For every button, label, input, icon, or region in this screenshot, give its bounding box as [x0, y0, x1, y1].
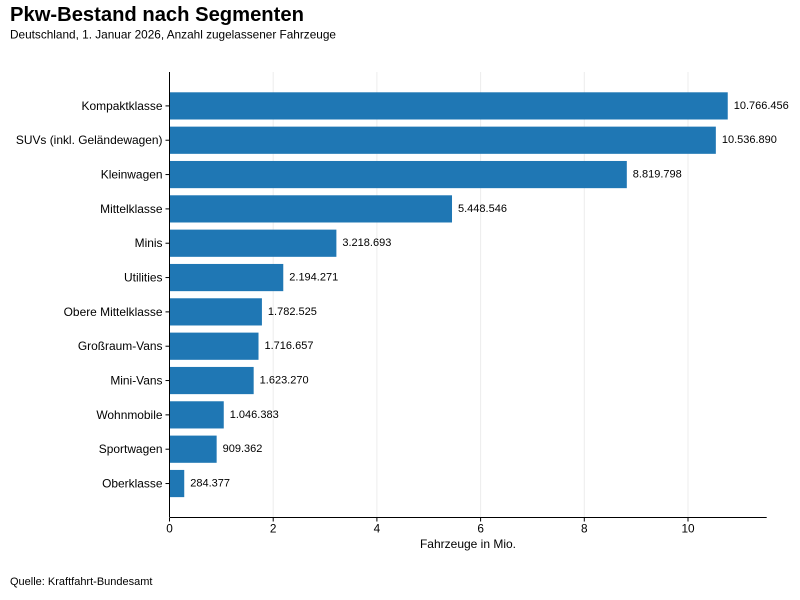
svg-text:909.362: 909.362: [223, 443, 263, 455]
svg-text:8.819.798: 8.819.798: [633, 168, 682, 180]
svg-text:Sportwagen: Sportwagen: [99, 442, 163, 456]
svg-text:Minis: Minis: [135, 236, 163, 250]
svg-text:1.046.383: 1.046.383: [230, 409, 279, 421]
svg-text:2.194.271: 2.194.271: [289, 271, 338, 283]
svg-text:0: 0: [166, 522, 173, 536]
svg-text:Utilities: Utilities: [124, 271, 163, 285]
svg-text:Deutschland, 1. Januar 2026, A: Deutschland, 1. Januar 2026, Anzahl zuge…: [10, 28, 336, 42]
svg-text:4: 4: [374, 522, 381, 536]
svg-text:Großraum-Vans: Großraum-Vans: [78, 339, 163, 353]
svg-text:Oberklasse: Oberklasse: [102, 477, 163, 491]
svg-text:Kompaktklasse: Kompaktklasse: [82, 99, 163, 113]
svg-text:Obere Mittelklasse: Obere Mittelklasse: [64, 305, 163, 319]
svg-text:8: 8: [581, 522, 588, 536]
svg-text:Wohnmobile: Wohnmobile: [96, 408, 162, 422]
svg-text:10: 10: [681, 522, 695, 536]
svg-text:284.377: 284.377: [190, 477, 230, 489]
svg-text:1.623.270: 1.623.270: [260, 374, 309, 386]
svg-text:2: 2: [270, 522, 277, 536]
svg-text:Quelle: Kraftfahrt-Bundesamt: Quelle: Kraftfahrt-Bundesamt: [10, 576, 152, 588]
svg-text:6: 6: [477, 522, 484, 536]
svg-text:10.536.890: 10.536.890: [722, 134, 777, 146]
svg-text:3.218.693: 3.218.693: [342, 237, 391, 249]
svg-text:Mini-Vans: Mini-Vans: [110, 374, 162, 388]
svg-text:SUVs (inkl. Geländewagen): SUVs (inkl. Geländewagen): [16, 133, 163, 147]
svg-text:5.448.546: 5.448.546: [458, 203, 507, 215]
svg-text:10.766.456: 10.766.456: [734, 100, 789, 112]
svg-text:Mittelklasse: Mittelklasse: [100, 202, 163, 216]
svg-text:1.716.657: 1.716.657: [265, 340, 314, 352]
svg-text:1.782.525: 1.782.525: [268, 306, 317, 318]
svg-text:Fahrzeuge in Mio.: Fahrzeuge in Mio.: [420, 537, 516, 551]
svg-text:Pkw-Bestand nach Segmenten: Pkw-Bestand nach Segmenten: [10, 4, 304, 26]
svg-text:Kleinwagen: Kleinwagen: [101, 168, 163, 182]
